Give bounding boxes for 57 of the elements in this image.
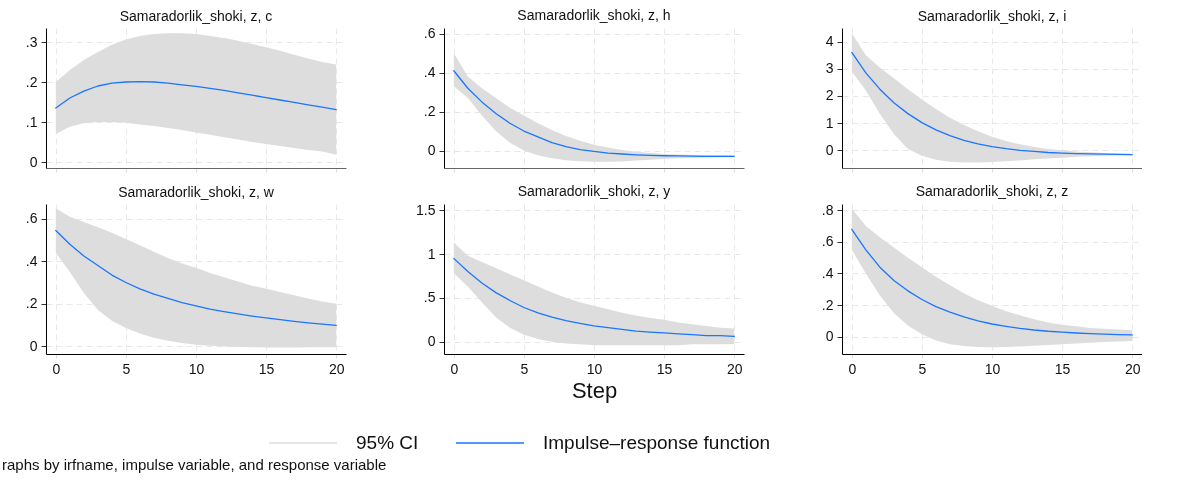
y-tick-label: .6 xyxy=(423,25,436,42)
x-axis-title: Step xyxy=(571,377,618,403)
y-tick-label: .3 xyxy=(25,33,38,50)
y-tick-label: .2 xyxy=(25,295,38,312)
y-tick-label: .2 xyxy=(821,296,834,313)
x-tick-label: 15 xyxy=(258,360,275,377)
line-series xyxy=(851,51,1133,156)
x-tick-label: 5 xyxy=(122,360,131,377)
text: raphs by irfname, impulse variable, and response variable xyxy=(2,456,387,473)
x-tick-label: 10 xyxy=(984,360,1001,377)
y-tick-label: 0 xyxy=(427,333,436,350)
y-tick-label: 0 xyxy=(427,142,436,158)
x-tick-label: 15 xyxy=(656,360,673,377)
chart-title: Samaradorlik_shoki, z, w xyxy=(118,184,275,200)
x-tick-label: 0 xyxy=(848,360,857,377)
line-series xyxy=(55,229,337,327)
y-tick-label: 1 xyxy=(427,245,436,262)
text: 95% CI xyxy=(356,432,419,453)
y-tick-label: 0 xyxy=(825,328,834,345)
y-tick-label: .4 xyxy=(423,64,436,81)
y-tick-label: .2 xyxy=(25,73,38,90)
y-tick-label: .6 xyxy=(821,233,834,250)
x-tick-label: 5 xyxy=(520,360,529,377)
y-tick-label: 0 xyxy=(29,337,38,354)
x-tick-label: 20 xyxy=(726,360,743,377)
chart-title: Samaradorlik_shoki, z, h xyxy=(517,6,671,23)
y-tick-label: .6 xyxy=(25,210,38,227)
y-tick-label: 2 xyxy=(825,87,834,104)
x-tick-label: 10 xyxy=(188,360,205,377)
chart-title: Samaradorlik_shoki, z, z xyxy=(915,183,1069,200)
y-tick-label: 4 xyxy=(825,33,834,50)
line-series xyxy=(851,228,1133,336)
chart-title: Samaradorlik_shoki, z, i xyxy=(917,8,1067,24)
y-tick-label: 1 xyxy=(825,114,834,131)
chart-title: Samaradorlik_shoki, z, y xyxy=(517,183,671,200)
y-tick-label: 0 xyxy=(825,141,834,158)
y-tick-label: 3 xyxy=(825,60,834,77)
line-series xyxy=(453,257,735,338)
x-tick-label: 5 xyxy=(918,360,927,377)
x-tick-label: 0 xyxy=(52,360,61,377)
y-tick-label: .5 xyxy=(423,289,436,306)
x-tick-label: 15 xyxy=(1054,360,1071,377)
line-series xyxy=(55,80,337,111)
x-tick-label: 20 xyxy=(328,360,345,377)
line-series xyxy=(453,70,735,157)
chart-title: Samaradorlik_shoki, z, c xyxy=(119,8,273,24)
legend-label: Impulse–response function xyxy=(543,432,771,453)
y-tick-label: .4 xyxy=(25,252,38,269)
y-tick-label: .4 xyxy=(821,264,834,281)
y-tick-label: 0 xyxy=(29,153,38,170)
x-tick-label: 0 xyxy=(450,360,459,377)
x-tick-label: 20 xyxy=(1124,360,1141,377)
y-tick-label: .1 xyxy=(25,113,38,130)
y-tick-label: .8 xyxy=(821,201,834,218)
y-tick-label: 1.5 xyxy=(416,201,436,218)
y-tick-label: .2 xyxy=(423,103,436,120)
x-tick-label: 10 xyxy=(586,360,603,377)
